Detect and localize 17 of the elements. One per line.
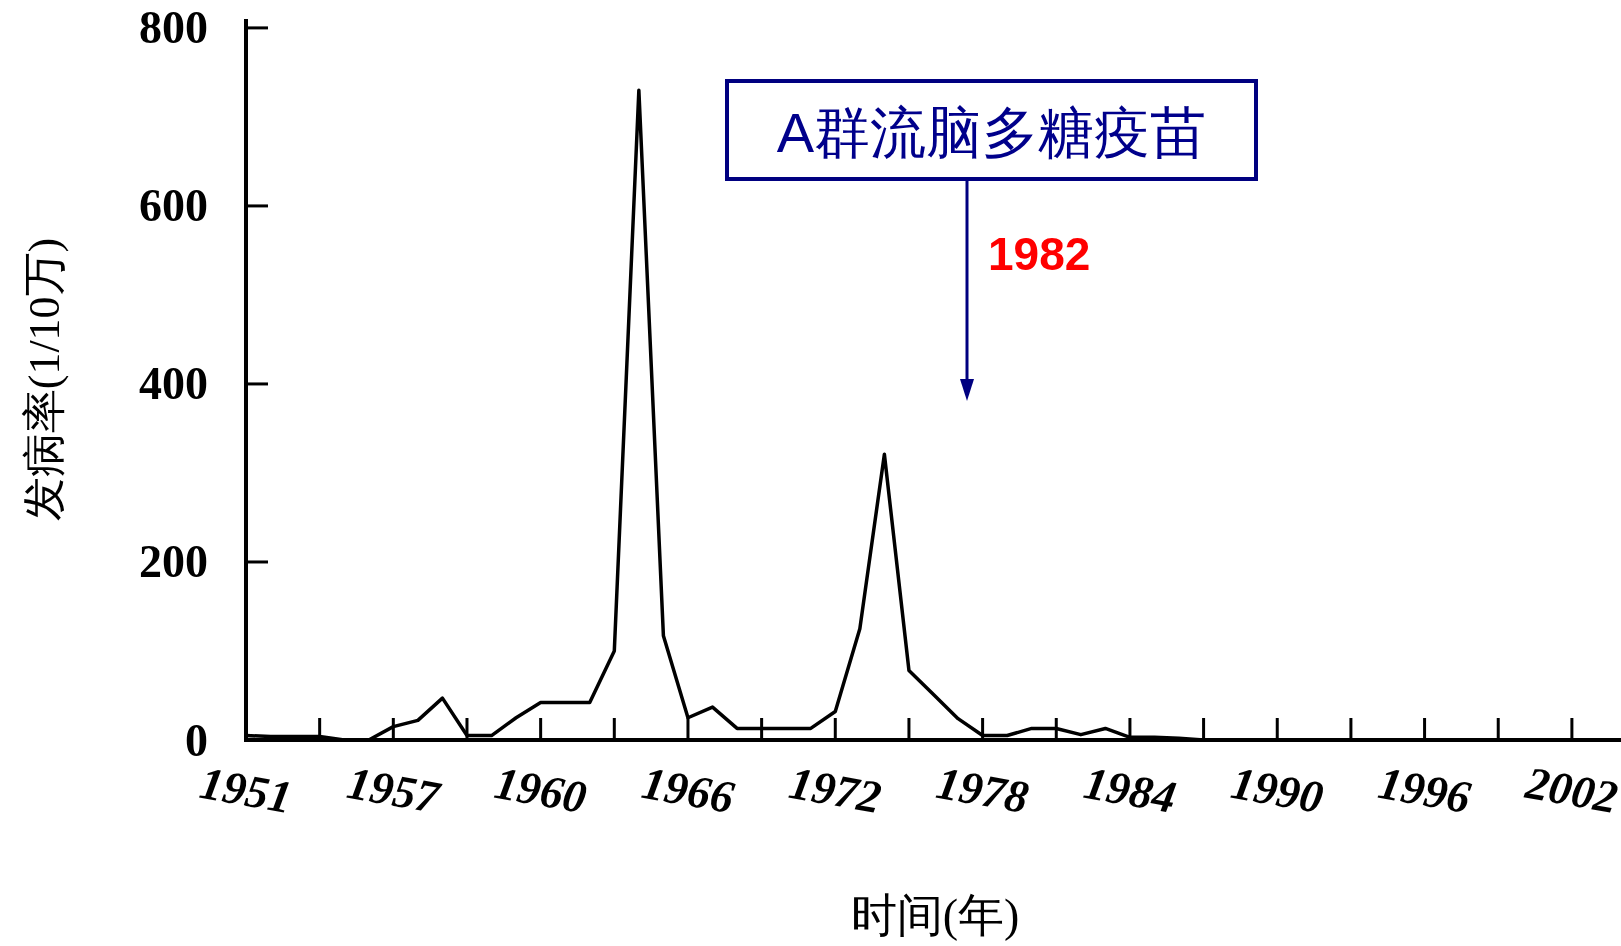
x-tick-label: 1966 [638, 756, 738, 824]
x-tick-label: 1990 [1227, 756, 1327, 824]
x-tick-label: 1960 [490, 756, 591, 824]
x-tick-label: 1972 [785, 756, 886, 824]
y-tick-label: 800 [139, 2, 208, 54]
y-tick-label: 600 [139, 180, 208, 232]
x-tick-label: 1978 [932, 756, 1033, 824]
x-tick-label: 1957 [343, 756, 446, 824]
x-tick-label: 1996 [1374, 756, 1475, 824]
y-tick-label: 400 [139, 358, 208, 410]
x-tick-label: 1984 [1080, 756, 1180, 824]
y-tick-label: 200 [139, 536, 208, 588]
y-axis-title: 发病率(1/10万) [19, 237, 69, 522]
x-axis-title: 时间(年) [850, 889, 1020, 941]
annotation: A群流脑多糖疫苗 [776, 100, 1207, 164]
x-tick-label: 2002 [1521, 756, 1621, 824]
annotation: 1982 [988, 228, 1091, 280]
